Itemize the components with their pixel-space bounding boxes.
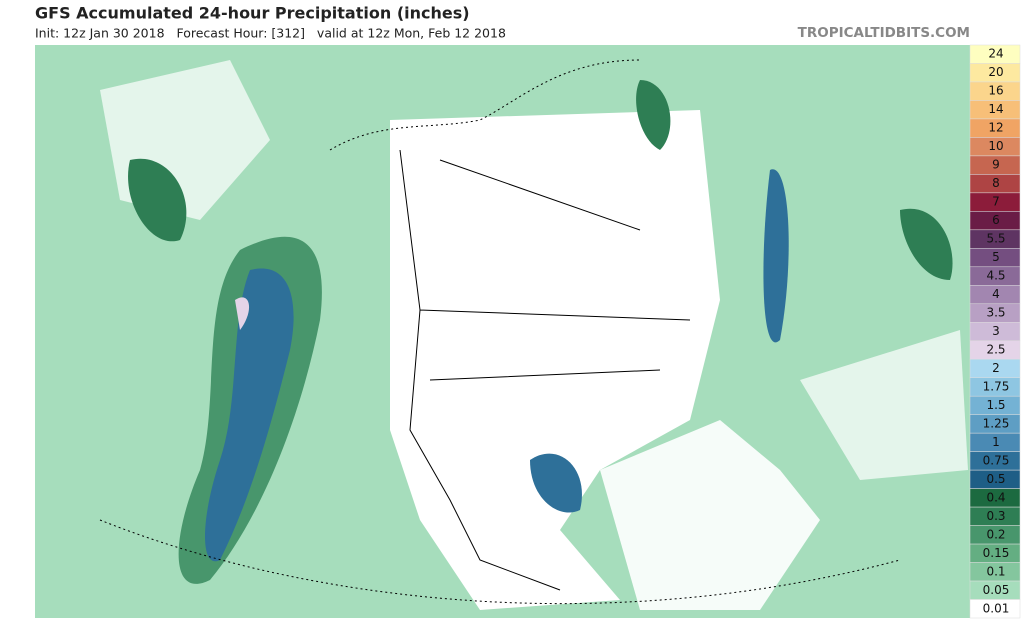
legend-label: 0.05 [983,583,1010,597]
legend-label: 2.5 [986,342,1005,356]
legend-label: 24 [988,47,1003,61]
legend-label: 1.5 [986,398,1005,412]
legend-label: 1.75 [983,379,1010,393]
legend-label: 0.3 [986,509,1005,523]
legend: 24 20 16 14 12 10 9 8 7 6 5.5 5 4.5 4 3.5 3 2.5 2 1.75 1.5 1… [969,44,1021,619]
legend-label: 7 [992,195,1000,209]
legend-label: 2 [992,361,1000,375]
legend-swatch [969,599,1021,619]
legend-label: 4.5 [986,269,1005,283]
legend-label: 20 [988,65,1003,79]
legend-label: 9 [992,158,1000,172]
legend-label: 0.1 [986,564,1005,578]
legend-label: 10 [988,139,1003,153]
legend-label: 6 [992,213,1000,227]
legend-label: 4 [992,287,1000,301]
legend-label: 5.5 [986,232,1005,246]
legend-label: 0.01 [983,601,1010,615]
legend-label: 8 [992,176,1000,190]
legend-label: 12 [988,121,1003,135]
legend-label: 0.5 [986,472,1005,486]
map [35,45,970,618]
legend-label: 14 [988,102,1003,116]
legend-label: 5 [992,250,1000,264]
legend-label: 0.15 [983,546,1010,560]
legend-label: 16 [988,84,1003,98]
legend-label: 1 [992,435,1000,449]
legend-label: 0.4 [986,490,1005,504]
legend-label: 0.75 [983,453,1010,467]
subtitle: Init: 12z Jan 30 2018 Forecast Hour: [31… [35,26,506,41]
legend-label: 3.5 [986,306,1005,320]
title: GFS Accumulated 24-hour Precipitation (i… [35,4,470,23]
legend-label: 0.2 [986,527,1005,541]
site-credit: TROPICALTIDBITS.COM [798,25,970,41]
legend-label: 3 [992,324,1000,338]
legend-label: 1.25 [983,416,1010,430]
